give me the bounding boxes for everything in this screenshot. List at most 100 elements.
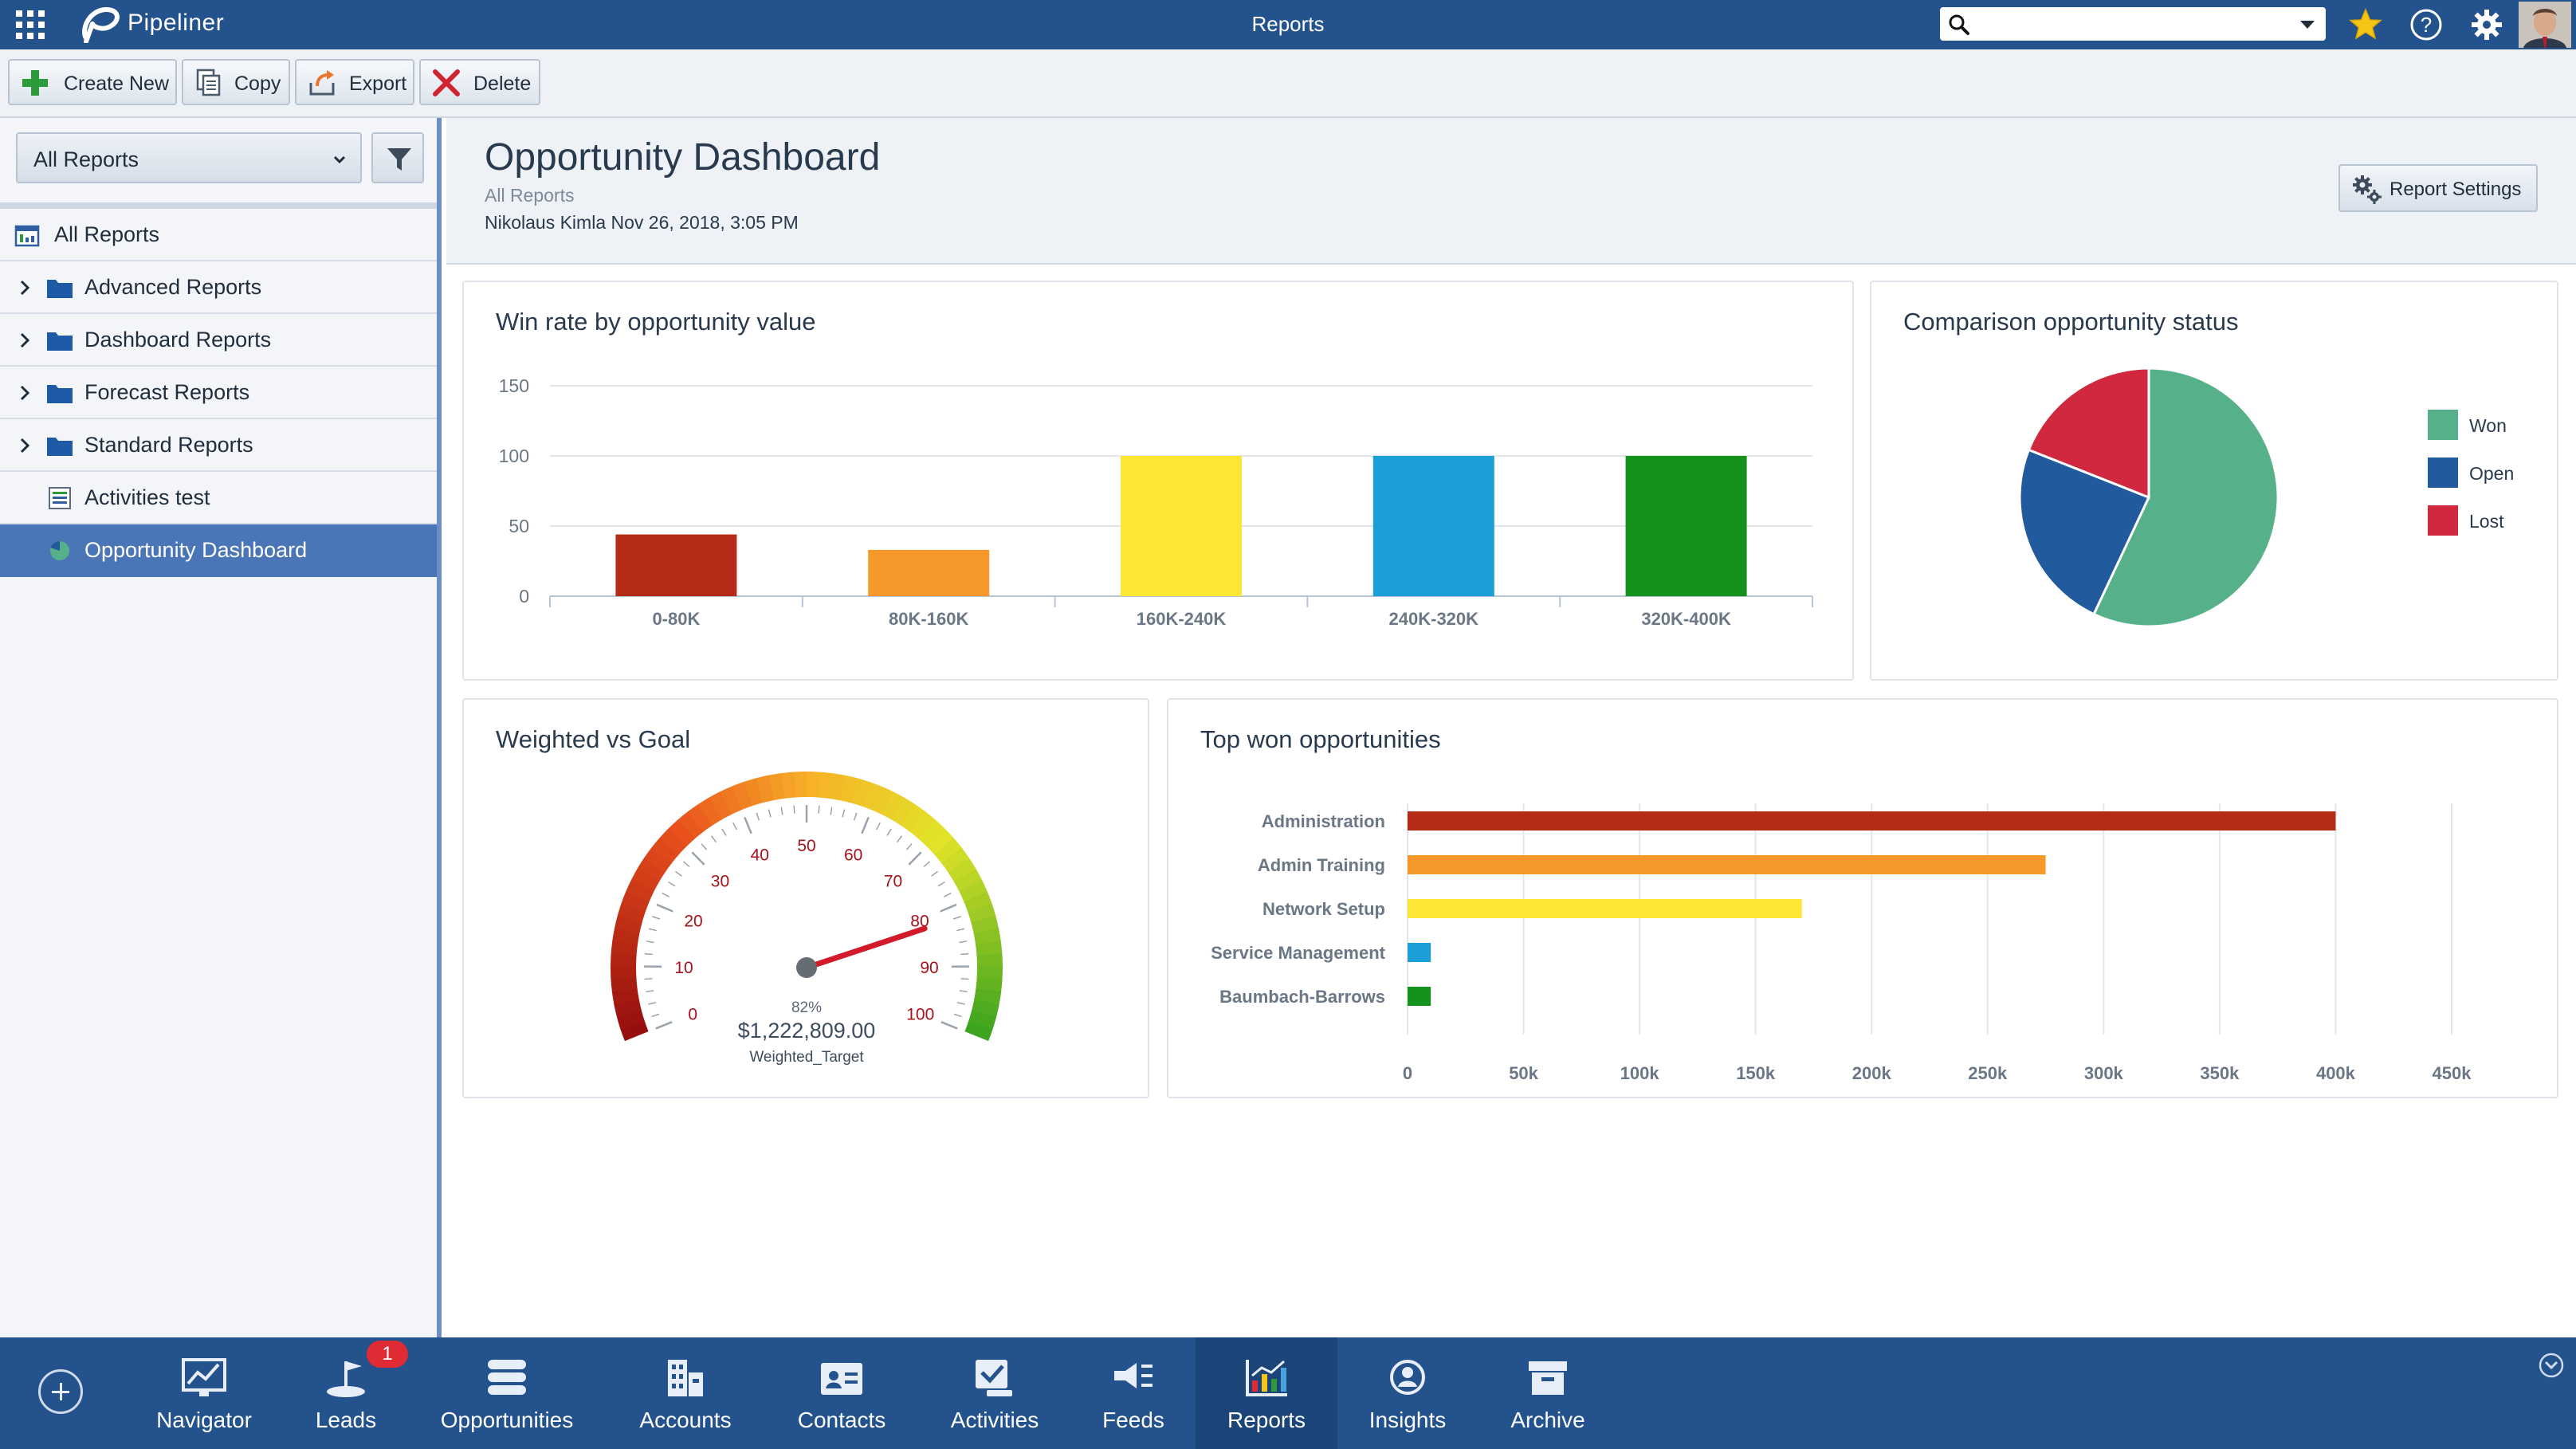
gauge-tick [744,816,752,834]
tree-item-forecast-reports[interactable]: Forecast Reports [0,367,437,419]
filter-button[interactable] [371,132,424,183]
page-title: Opportunity Dashboard [485,136,881,179]
chevron-right-icon[interactable] [18,332,32,349]
opportunity-status-pie-chart: Won Open Lost [2018,367,2514,628]
gauge-band-segment [697,797,723,826]
nav-archive[interactable]: Archive [1492,1337,1604,1449]
nav-navigator[interactable]: Navigator [140,1337,268,1449]
delete-button[interactable]: Delete [419,59,540,105]
folder-icon [47,332,73,351]
chevron-right-icon[interactable] [18,437,32,454]
gauge-tick-label: 60 [844,846,862,865]
export-button[interactable]: Export [295,59,414,105]
favorites-star-icon[interactable] [2348,7,2383,42]
nav-label: Insights [1368,1408,1447,1432]
settings-gear-icon[interactable] [2469,7,2504,42]
gauge-hub [796,957,817,978]
nav-feeds[interactable]: Feeds [1078,1337,1189,1449]
x-tick-label: 80K-160K [889,609,968,629]
gauge-band-segment [732,781,753,811]
gauge-tick [644,952,653,956]
gauge-band-segment [611,965,637,980]
top-won-opportunities-card: Top won opportunities 0 50k 100k 150k 200k 25… [1167,698,2558,1098]
report-filter-select[interactable]: All Reports [16,132,362,183]
gauge-tick [905,842,913,850]
gauge-tick [710,835,717,843]
nav-label: Navigator [156,1408,252,1432]
gauge-tick [842,809,846,818]
gauge-band-segment [891,797,916,827]
gauge-band-segment [968,1010,997,1030]
search-input[interactable] [1940,7,2326,41]
breadcrumb[interactable]: All Reports [485,185,575,206]
nav-reports[interactable]: Reports [1196,1337,1337,1449]
help-icon[interactable]: ? [2409,7,2444,42]
opportunity-status-card: Comparison opportunity status Won Open Los… [1870,281,2558,681]
nav-activities[interactable]: Activities [931,1337,1058,1449]
tree-item-standard-reports[interactable]: Standard Reports [0,419,437,472]
gauge-tick [923,861,931,868]
legend-label: Won [2469,415,2507,436]
gauge-band-segment [687,803,713,832]
y-category-label: Administration [1262,811,1385,831]
gauge-tick [937,881,945,887]
tree-item-all-reports[interactable]: All Reports [0,209,437,261]
chevron-right-icon[interactable] [18,384,32,402]
archive-box-icon [1529,1361,1567,1395]
tree-item-opportunity-dashboard[interactable]: Opportunity Dashboard [0,524,437,577]
x-tick-label: 350k [2200,1063,2240,1083]
gauge-band-segment [611,976,638,992]
add-button[interactable] [38,1369,83,1414]
x-tick-label: 160K-240K [1137,609,1227,629]
report-settings-button[interactable]: Report Settings [2338,164,2538,212]
x-tick-label: 250k [1968,1063,2008,1083]
pipeliner-logo-icon[interactable] [78,6,124,43]
tree-item-activities-test[interactable]: Activities test [0,472,437,524]
apps-grid-icon[interactable] [14,9,46,41]
nav-accounts[interactable]: Accounts [622,1337,749,1449]
user-avatar[interactable] [2519,2,2571,48]
pie-slice [2092,367,2280,628]
report-filter-value: All Reports [33,147,139,171]
gauge-tick [853,812,858,821]
tree-item-dashboard-reports[interactable]: Dashboard Reports [0,314,437,367]
y-category-label: Baumbach-Barrows [1219,987,1385,1007]
create-new-label: Create New [64,73,169,95]
nav-opportunities[interactable]: Opportunities [427,1337,587,1449]
nav-label: Activities [950,1408,1039,1432]
gauge-tick [756,812,760,821]
gauge-band-segment [807,772,820,798]
gauge-tick [793,805,795,814]
bottom-navigation: Navigator Leads Opportunities Accounts [0,1337,2576,1449]
gauge-needle [803,925,928,971]
nav-leads[interactable]: Leads [290,1337,402,1449]
gauge-tick [656,903,673,913]
chevron-right-icon[interactable] [18,279,32,296]
x-tick-label: 400k [2316,1063,2356,1083]
weighted-vs-goal-card: Weighted vs Goal 0 10 20 30 40 50 60 70 80 90 100 8… [462,698,1149,1098]
nav-insights[interactable]: Insights [1352,1337,1463,1449]
tree-item-advanced-reports[interactable]: Advanced Reports [0,261,437,314]
create-new-button[interactable]: Create New [8,59,177,105]
gauge-band-segment [781,772,796,799]
copy-button[interactable]: Copy [182,59,290,105]
plus-icon [22,70,48,96]
gauge-tick [721,828,727,836]
chart-title: Comparison opportunity status [1903,308,2239,336]
x-tick-label: 300k [2084,1063,2124,1083]
bar [1408,943,1431,962]
nav-contacts[interactable]: Contacts [778,1337,905,1449]
nav-label: Contacts [797,1408,886,1432]
gauge-tick [651,1013,660,1018]
search-dropdown-icon[interactable] [2300,21,2315,29]
collapse-chevron-icon[interactable] [2538,1352,2565,1379]
gauge-band-segment [964,1021,993,1042]
gauge-band-segment [793,772,807,798]
gauge-tick [952,916,961,920]
gauge-band-segment [973,928,1001,945]
gauge-band-segment [861,781,882,811]
tree-item-label: Opportunity Dashboard [84,538,308,562]
svg-text:?: ? [2421,13,2432,37]
gauge-band-segment [611,988,639,1005]
gauge-band-segment [621,890,650,913]
